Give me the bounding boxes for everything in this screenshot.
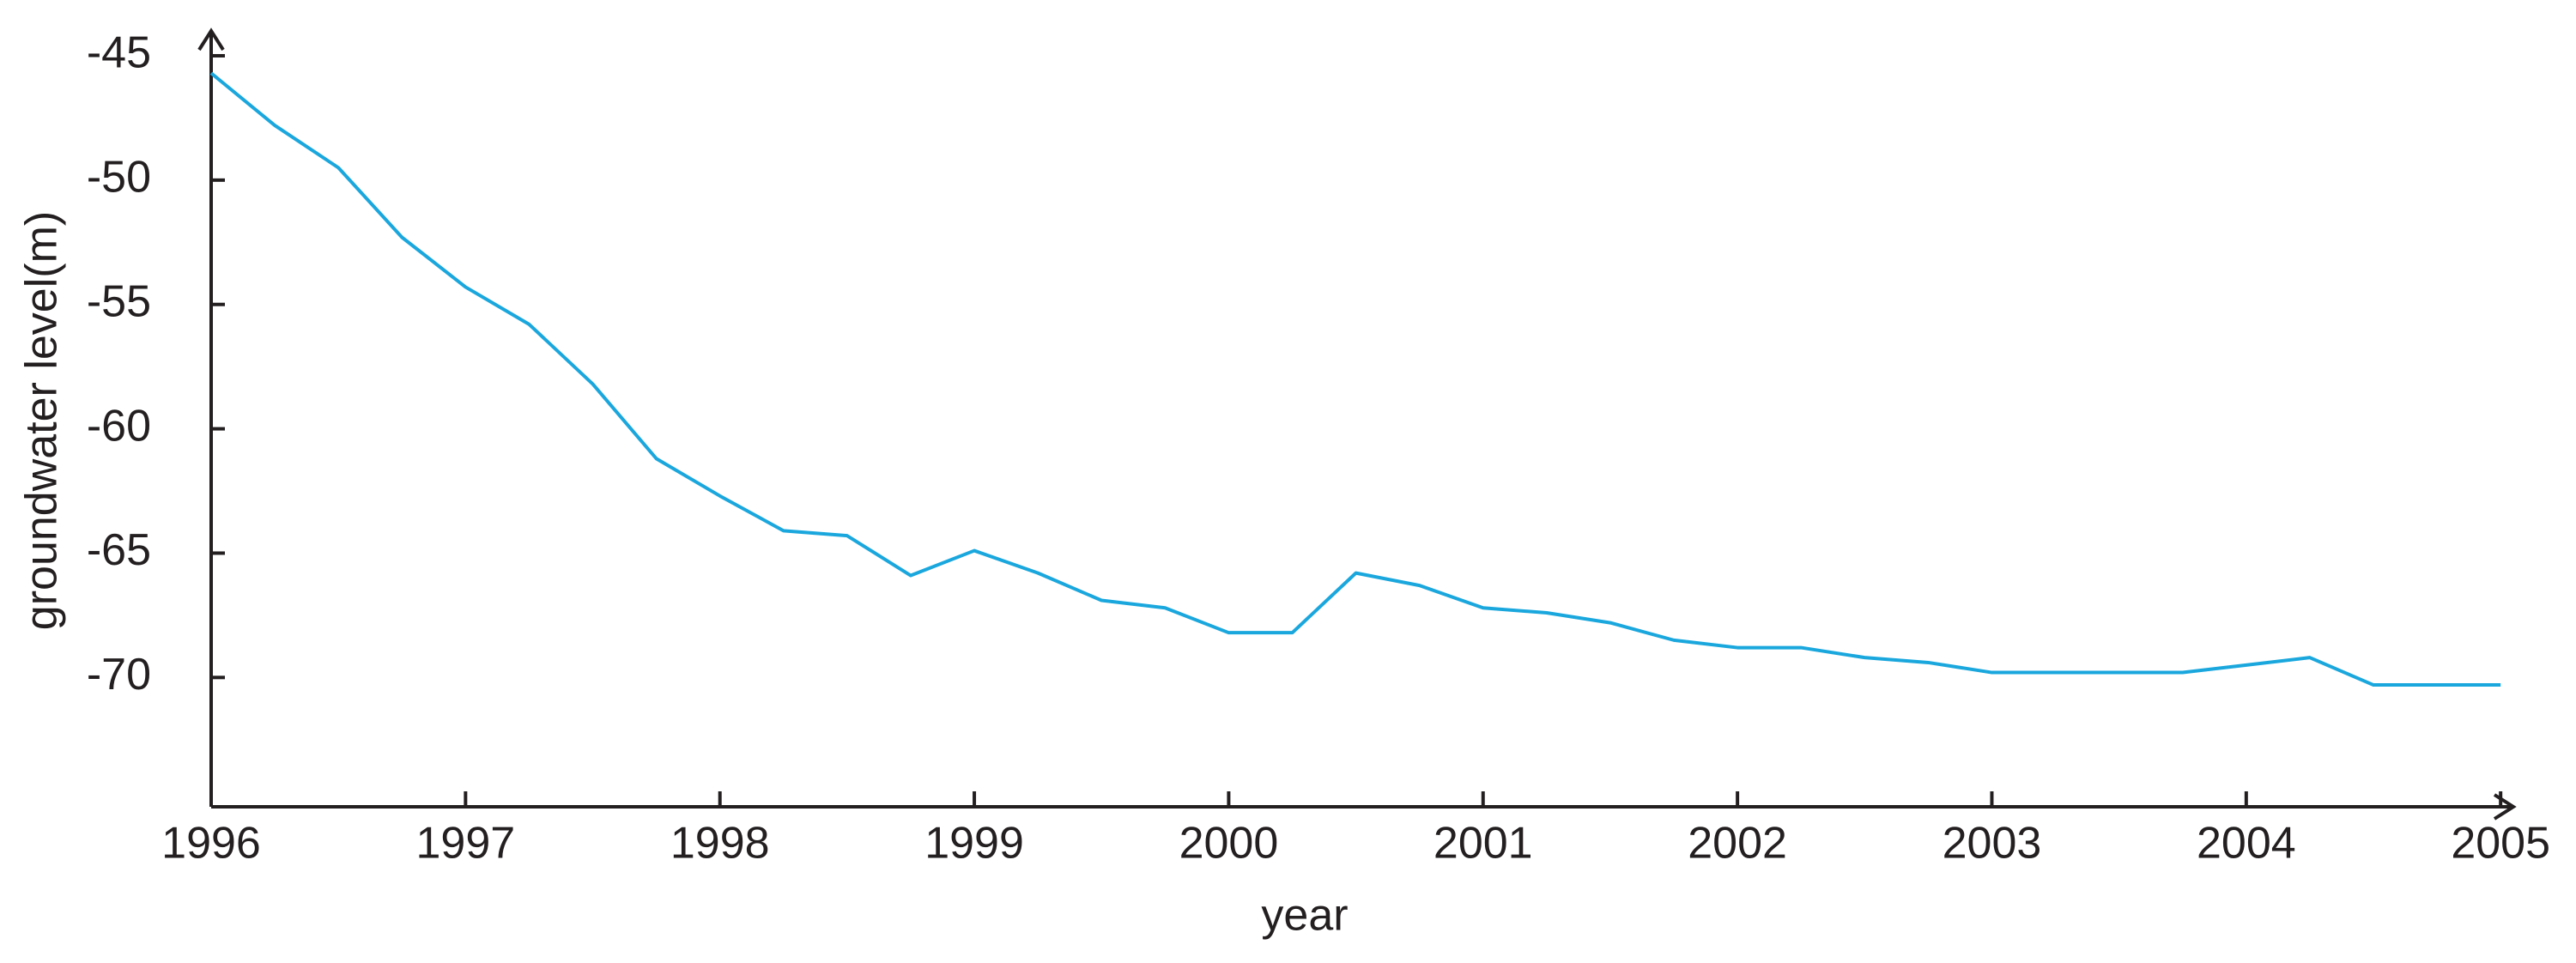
x-tick-label: 2002: [1688, 819, 1787, 869]
x-tick-label: 1999: [924, 819, 1024, 869]
x-axis-label: year: [1261, 891, 1348, 941]
y-tick-label: -60: [87, 401, 151, 451]
y-tick-label: -55: [87, 276, 151, 326]
x-tick-label: 2000: [1179, 819, 1279, 869]
y-tick-label: -45: [87, 28, 151, 78]
data-line: [209, 71, 2501, 687]
y-tick-label: -65: [87, 525, 151, 575]
x-tick-label: 2004: [2197, 819, 2296, 869]
y-tick-label: -50: [87, 153, 151, 203]
x-tick-label: 1996: [161, 819, 261, 869]
x-tick-label: 2003: [1943, 819, 2042, 869]
x-tick-label: 1997: [416, 819, 516, 869]
y-axis-arrow: [197, 27, 225, 51]
x-tick-label: 1998: [670, 819, 770, 869]
y-axis-label: groundwater level(m): [17, 211, 67, 630]
y-tick-label: -70: [87, 650, 151, 700]
x-tick-label: 2001: [1433, 819, 1533, 869]
x-tick-label: 2005: [2451, 819, 2550, 869]
